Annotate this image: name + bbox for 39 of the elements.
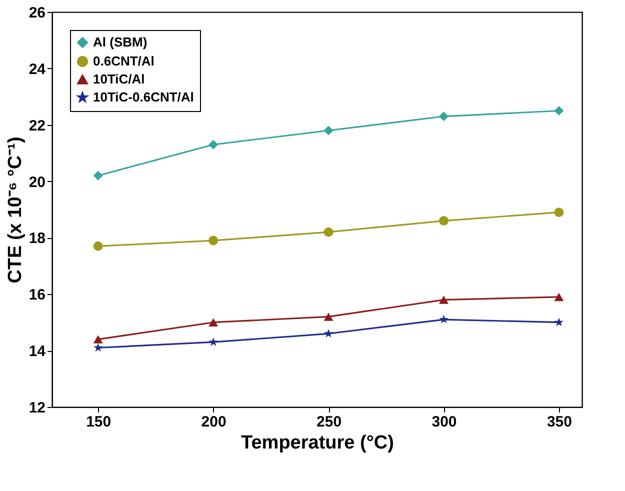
x-tick-label: 300 [432, 414, 457, 430]
point [554, 292, 564, 302]
point [93, 335, 103, 344]
x-tick-label: 250 [316, 414, 342, 430]
y-tick-label: 20 [28, 174, 46, 191]
point [438, 112, 448, 122]
x-axis-title: Temperature (°C) [241, 432, 394, 454]
x-tick-label: 350 [546, 414, 572, 430]
y-tick-label: 12 [28, 400, 46, 416]
point [324, 227, 334, 237]
y-tick-label: 24 [28, 60, 46, 78]
point [94, 343, 103, 352]
point [554, 318, 564, 326]
point [208, 318, 218, 326]
point [324, 328, 334, 338]
point [438, 216, 448, 226]
point [438, 296, 448, 304]
y-tick-label: 18 [28, 230, 46, 248]
y-tick-label: 14 [28, 343, 46, 360]
legend-label: Al (SBM) [93, 34, 148, 50]
y-axis-title: CTE (x 10⁻⁶ °C⁻¹) [4, 136, 26, 284]
point [554, 208, 564, 218]
legend-label: 0.6CNT/Al [93, 54, 154, 68]
point [324, 126, 334, 136]
point [208, 140, 218, 150]
point [439, 314, 448, 324]
legend-label: 10TiC-0.6CNT/Al [93, 90, 194, 104]
y-tick-label: 16 [28, 286, 46, 304]
point [208, 236, 218, 246]
x-tick-label: 200 [201, 414, 226, 430]
legend-label: 10TiC/Al [93, 72, 145, 86]
point [93, 241, 103, 251]
x-tick-label: 150 [86, 414, 112, 430]
point [93, 170, 103, 180]
y-tick-label: 22 [28, 117, 46, 134]
point [554, 106, 564, 116]
point [208, 337, 218, 346]
point [324, 312, 334, 321]
y-tick-label: 26 [28, 4, 46, 22]
